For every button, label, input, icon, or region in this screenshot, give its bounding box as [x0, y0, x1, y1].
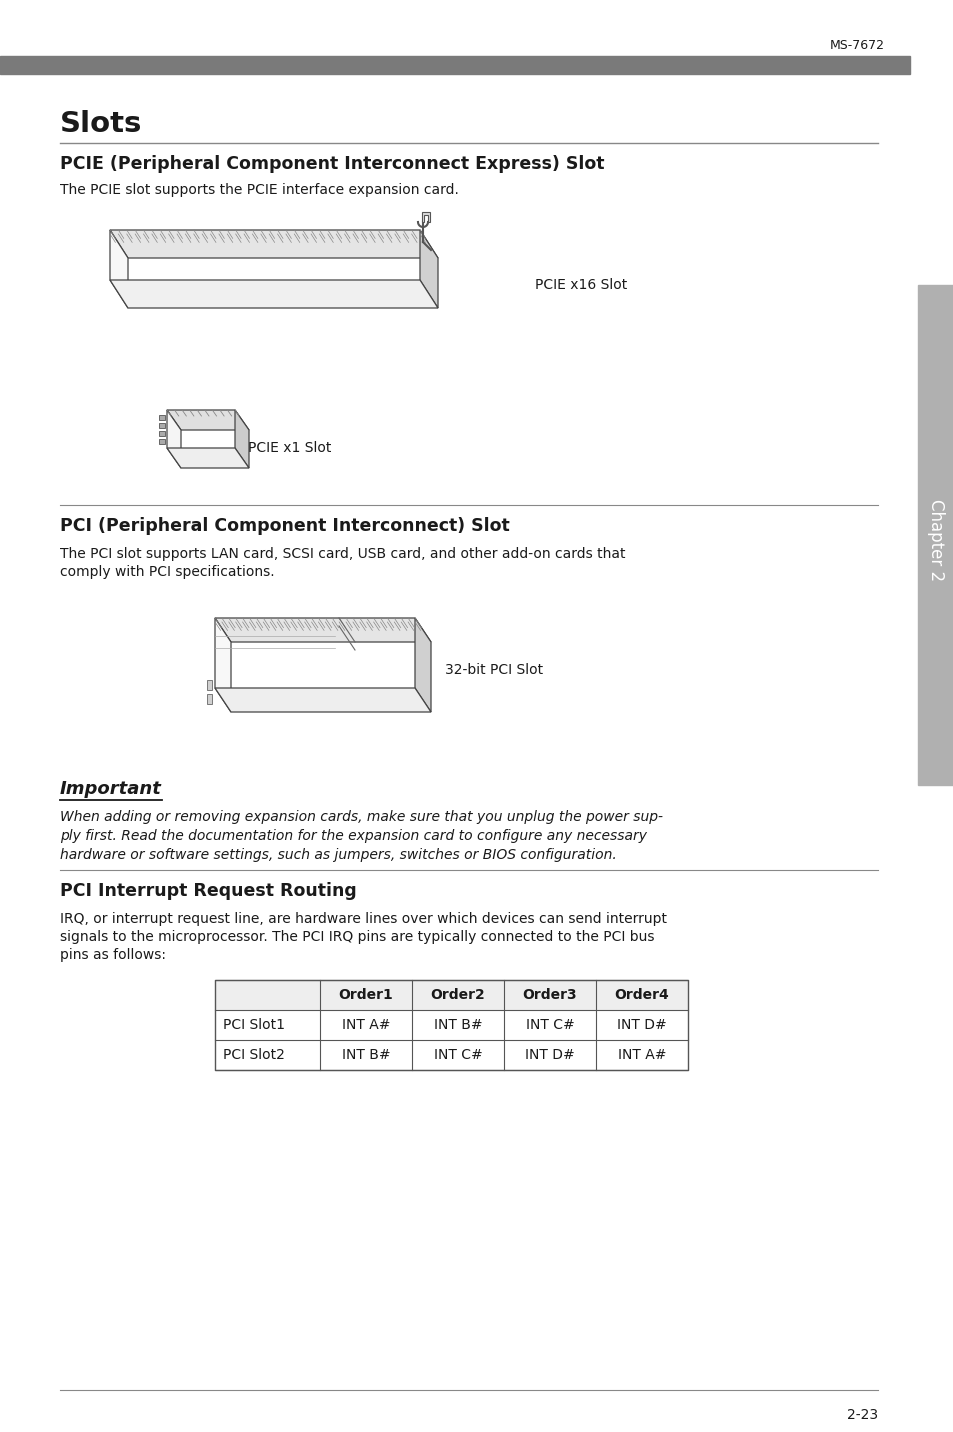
- Text: Order1: Order1: [338, 988, 393, 1002]
- Polygon shape: [419, 231, 437, 308]
- Text: INT A#: INT A#: [618, 1048, 665, 1063]
- Polygon shape: [110, 231, 128, 308]
- Text: PCIE (Peripheral Component Interconnect Express) Slot: PCIE (Peripheral Component Interconnect …: [60, 155, 604, 173]
- Polygon shape: [415, 619, 431, 712]
- Text: INT C#: INT C#: [434, 1048, 482, 1063]
- Bar: [207, 695, 212, 705]
- Text: PCI Slot1: PCI Slot1: [223, 1018, 285, 1032]
- Polygon shape: [167, 448, 249, 468]
- Text: PCI (Peripheral Component Interconnect) Slot: PCI (Peripheral Component Interconnect) …: [60, 517, 509, 536]
- Text: 2-23: 2-23: [846, 1408, 877, 1422]
- Text: IRQ, or interrupt request line, are hardware lines over which devices can send i: IRQ, or interrupt request line, are hard…: [60, 912, 666, 927]
- Polygon shape: [214, 619, 231, 712]
- Text: The PCIE slot supports the PCIE interface expansion card.: The PCIE slot supports the PCIE interfac…: [60, 183, 458, 198]
- Polygon shape: [110, 281, 437, 308]
- Text: Order2: Order2: [430, 988, 485, 1002]
- Bar: [159, 431, 165, 435]
- Text: Order3: Order3: [522, 988, 577, 1002]
- Bar: [207, 680, 212, 690]
- Bar: [159, 422, 165, 428]
- Text: comply with PCI specifications.: comply with PCI specifications.: [60, 566, 274, 579]
- Text: ply first. Read the documentation for the expansion card to configure any necess: ply first. Read the documentation for th…: [60, 829, 646, 843]
- Text: INT A#: INT A#: [341, 1018, 390, 1032]
- Polygon shape: [110, 231, 437, 258]
- Text: PCI Interrupt Request Routing: PCI Interrupt Request Routing: [60, 882, 356, 899]
- Text: INT B#: INT B#: [341, 1048, 390, 1063]
- Polygon shape: [214, 619, 431, 642]
- Polygon shape: [234, 410, 249, 468]
- Text: hardware or software settings, such as jumpers, switches or BIOS configuration.: hardware or software settings, such as j…: [60, 848, 616, 862]
- Text: INT D#: INT D#: [617, 1018, 666, 1032]
- Text: Slots: Slots: [60, 110, 142, 137]
- Text: pins as follows:: pins as follows:: [60, 948, 166, 962]
- Text: Important: Important: [60, 780, 162, 798]
- Text: The PCI slot supports LAN card, SCSI card, USB card, and other add-on cards that: The PCI slot supports LAN card, SCSI car…: [60, 547, 625, 561]
- Text: MS-7672: MS-7672: [829, 39, 884, 52]
- Text: PCI Slot2: PCI Slot2: [223, 1048, 285, 1063]
- Text: signals to the microprocessor. The PCI IRQ pins are typically connected to the P: signals to the microprocessor. The PCI I…: [60, 929, 654, 944]
- Text: When adding or removing expansion cards, make sure that you unplug the power sup: When adding or removing expansion cards,…: [60, 811, 662, 823]
- Bar: [159, 415, 165, 420]
- Bar: [159, 440, 165, 444]
- Text: Chapter 2: Chapter 2: [926, 498, 944, 581]
- Bar: [214, 979, 687, 1070]
- Text: 32-bit PCI Slot: 32-bit PCI Slot: [444, 663, 542, 677]
- Polygon shape: [167, 410, 249, 430]
- Bar: [0, 56, 909, 74]
- Polygon shape: [214, 687, 431, 712]
- Text: Order4: Order4: [614, 988, 669, 1002]
- Polygon shape: [421, 212, 430, 222]
- Text: PCIE x16 Slot: PCIE x16 Slot: [535, 278, 626, 292]
- Text: PCIE x1 Slot: PCIE x1 Slot: [248, 441, 331, 455]
- Text: INT B#: INT B#: [434, 1018, 482, 1032]
- Bar: [214, 979, 687, 1010]
- Bar: [917, 285, 953, 785]
- Text: INT D#: INT D#: [524, 1048, 575, 1063]
- Text: INT C#: INT C#: [525, 1018, 574, 1032]
- Polygon shape: [167, 410, 181, 468]
